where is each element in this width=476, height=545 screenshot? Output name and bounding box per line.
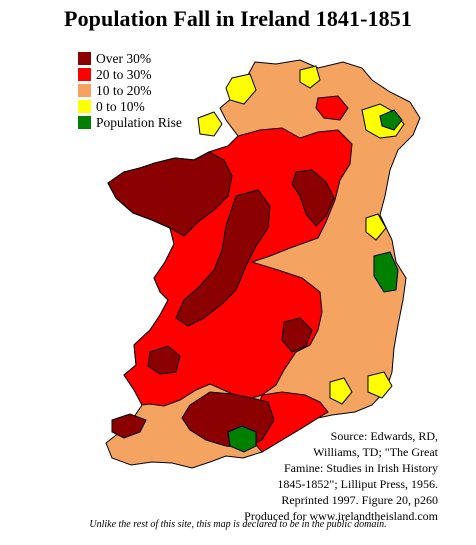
region-over-30-northeast	[291, 169, 335, 227]
legend-label-population-rise: Population Rise	[96, 115, 182, 130]
region-0-10-north	[299, 65, 321, 89]
legend-label-0-10: 0 to 10%	[96, 99, 145, 114]
source-citation: Source: Edwards, RD, Williams, TD; "The …	[238, 428, 438, 524]
region-over-30-central	[175, 189, 271, 327]
region-over-30-clare	[147, 345, 181, 375]
region-0-10-donegal-2	[197, 111, 223, 137]
map-title: Population Fall in Ireland 1841-1851	[64, 6, 412, 31]
legend-item-over-30: Over 30%	[78, 51, 182, 67]
region-over-30-kerry	[111, 413, 147, 439]
legend-swatch-0-10	[78, 100, 91, 113]
region-rise-dublin	[373, 251, 399, 293]
region-0-10-southeast-1	[329, 377, 353, 405]
source-line: Famine: Studies in Irish History	[284, 461, 438, 475]
region-0-10-down	[365, 213, 387, 241]
source-line: 1845-1852"; Lilliput Press, 1956.	[277, 477, 438, 491]
legend-item-population-rise: Population Rise	[78, 115, 182, 131]
public-domain-footnote: Unlike the rest of this site, this map i…	[89, 519, 387, 530]
legend-label-20-30: 20 to 30%	[96, 67, 152, 82]
legend-item-10-20: 10 to 20%	[78, 83, 182, 99]
legend-swatch-over-30	[78, 52, 91, 65]
region-rise-belfast	[379, 109, 403, 131]
legend-swatch-20-30	[78, 68, 91, 81]
legend-swatch-population-rise	[78, 116, 91, 129]
legend-label-over-30: Over 30%	[96, 51, 152, 66]
legend-label-10-20: 10 to 20%	[96, 83, 152, 98]
region-20-30-northwest	[315, 95, 349, 121]
source-line: Source: Edwards, RD,	[330, 429, 438, 443]
map-legend: Over 30% 20 to 30% 10 to 20% 0 to 10% Po…	[78, 51, 182, 131]
source-line: Produced for www.irelandtheisland.com	[244, 509, 438, 523]
legend-swatch-10-20	[78, 84, 91, 97]
region-over-30-midlands	[281, 317, 313, 353]
source-line: Reprinted 1997. Figure 20, p260	[281, 493, 438, 507]
legend-item-0-10: 0 to 10%	[78, 99, 182, 115]
legend-item-20-30: 20 to 30%	[78, 67, 182, 83]
source-line: Williams, TD; "The Great	[313, 445, 438, 459]
region-0-10-southeast-2	[367, 371, 393, 399]
region-rise-cork	[227, 425, 257, 453]
region-0-10-donegal-1	[225, 73, 257, 105]
region-over-30-west	[107, 151, 233, 237]
